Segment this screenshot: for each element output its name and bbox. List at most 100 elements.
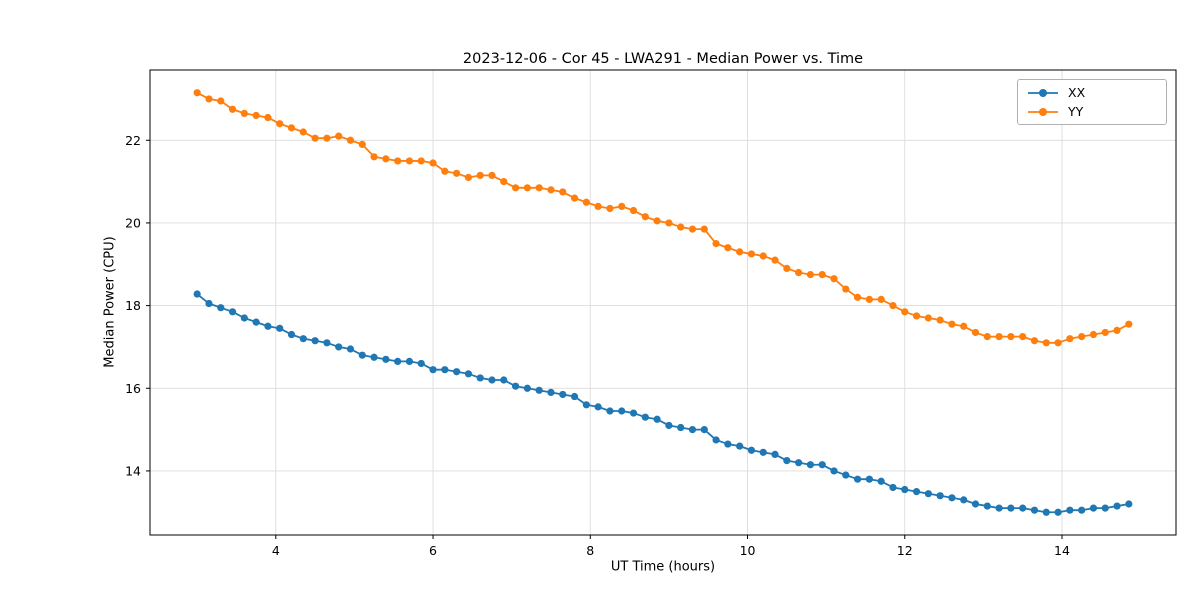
data-point-xx — [618, 407, 626, 415]
y-tick-label: 18 — [125, 298, 141, 313]
data-point-xx — [995, 504, 1003, 512]
data-point-yy — [547, 186, 555, 194]
data-point-yy — [523, 184, 531, 192]
chart-title: 2023-12-06 - Cor 45 - LWA291 - Median Po… — [462, 51, 864, 67]
data-point-xx — [287, 330, 296, 339]
data-point-xx — [1042, 508, 1050, 516]
x-axis-label: UT Time (hours) — [610, 559, 716, 575]
data-point-yy — [217, 97, 225, 105]
data-point-xx — [606, 407, 614, 415]
data-point-yy — [665, 219, 673, 227]
data-point-yy — [853, 293, 862, 301]
data-point-xx — [712, 436, 720, 444]
data-point-xx — [500, 376, 508, 384]
data-point-yy — [995, 333, 1003, 341]
data-point-xx — [205, 299, 213, 308]
legend-label-yy: YY — [1068, 104, 1084, 119]
data-point-yy — [287, 124, 296, 132]
data-point-xx — [1007, 504, 1015, 512]
data-point-xx — [358, 351, 366, 359]
legend-label-xx: XX — [1068, 85, 1086, 100]
data-point-xx — [688, 426, 697, 434]
data-point-yy — [971, 328, 980, 337]
data-point-xx — [252, 318, 260, 326]
data-point-yy — [228, 105, 237, 113]
data-point-xx — [1066, 506, 1074, 514]
y-tick-label: 14 — [125, 463, 141, 478]
x-tick-label: 12 — [897, 543, 913, 558]
y-axis-label: Median Power (CPU) — [102, 236, 118, 368]
data-point-yy — [405, 157, 414, 165]
data-point-xx — [559, 390, 567, 399]
data-point-xx — [1101, 504, 1109, 512]
data-point-yy — [795, 268, 803, 277]
data-point-yy — [394, 157, 402, 165]
data-point-yy — [641, 213, 649, 221]
data-point-xx — [677, 423, 685, 432]
data-point-yy — [924, 314, 932, 322]
data-point-xx — [464, 370, 473, 378]
series-markers-xx — [193, 290, 1133, 516]
data-point-yy — [783, 264, 791, 272]
data-point-xx — [983, 502, 991, 510]
data-point-xx — [547, 388, 555, 396]
data-point-xx — [394, 357, 402, 365]
x-tick-label: 6 — [429, 543, 437, 558]
data-point-xx — [1113, 502, 1121, 510]
data-point-yy — [1113, 326, 1121, 334]
data-point-xx — [193, 290, 201, 298]
data-point-yy — [500, 178, 508, 186]
data-point-yy — [488, 171, 496, 179]
data-point-xx — [818, 461, 826, 469]
data-point-xx — [747, 446, 756, 454]
data-point-xx — [771, 450, 779, 458]
data-point-xx — [806, 461, 815, 469]
data-point-yy — [865, 295, 873, 303]
data-point-yy — [936, 316, 944, 324]
data-point-xx — [535, 386, 543, 394]
data-point-yy — [1019, 333, 1027, 341]
data-point-yy — [193, 89, 201, 97]
data-point-yy — [346, 136, 355, 144]
data-point-xx — [971, 500, 980, 508]
plot-border — [149, 69, 1177, 536]
legend-entry-xx: XX — [1026, 85, 1156, 100]
data-point-yy — [983, 333, 991, 341]
data-point-xx — [335, 343, 343, 351]
data-point-xx — [853, 475, 862, 483]
x-tick-label: 10 — [740, 543, 756, 558]
data-point-xx — [641, 413, 649, 421]
data-point-yy — [830, 275, 838, 283]
data-point-yy — [1101, 328, 1109, 337]
data-point-yy — [1054, 339, 1062, 347]
data-point-yy — [1042, 339, 1050, 347]
data-point-yy — [700, 225, 708, 233]
data-point-yy — [535, 184, 543, 192]
data-point-yy — [382, 155, 390, 163]
data-point-yy — [429, 159, 437, 167]
data-point-xx — [736, 442, 744, 450]
data-point-xx — [429, 366, 437, 374]
data-point-yy — [570, 194, 579, 202]
data-point-xx — [405, 357, 414, 365]
data-point-yy — [677, 223, 685, 231]
data-point-yy — [240, 109, 248, 117]
x-tick-label: 8 — [586, 543, 594, 558]
data-point-yy — [299, 128, 307, 136]
data-point-yy — [747, 250, 756, 258]
data-point-xx — [453, 368, 461, 376]
data-point-yy — [724, 244, 732, 252]
y-tick-label: 16 — [125, 381, 141, 396]
data-point-xx — [582, 401, 590, 409]
data-point-yy — [358, 140, 366, 148]
data-point-xx — [1125, 500, 1133, 508]
data-point-xx — [1054, 508, 1062, 516]
data-point-yy — [806, 271, 815, 279]
data-point-xx — [724, 440, 732, 448]
data-point-yy — [311, 134, 319, 142]
data-point-xx — [960, 496, 968, 504]
data-point-xx — [264, 322, 272, 330]
data-point-yy — [594, 202, 602, 210]
data-point-yy — [276, 120, 284, 128]
data-point-xx — [299, 335, 307, 343]
